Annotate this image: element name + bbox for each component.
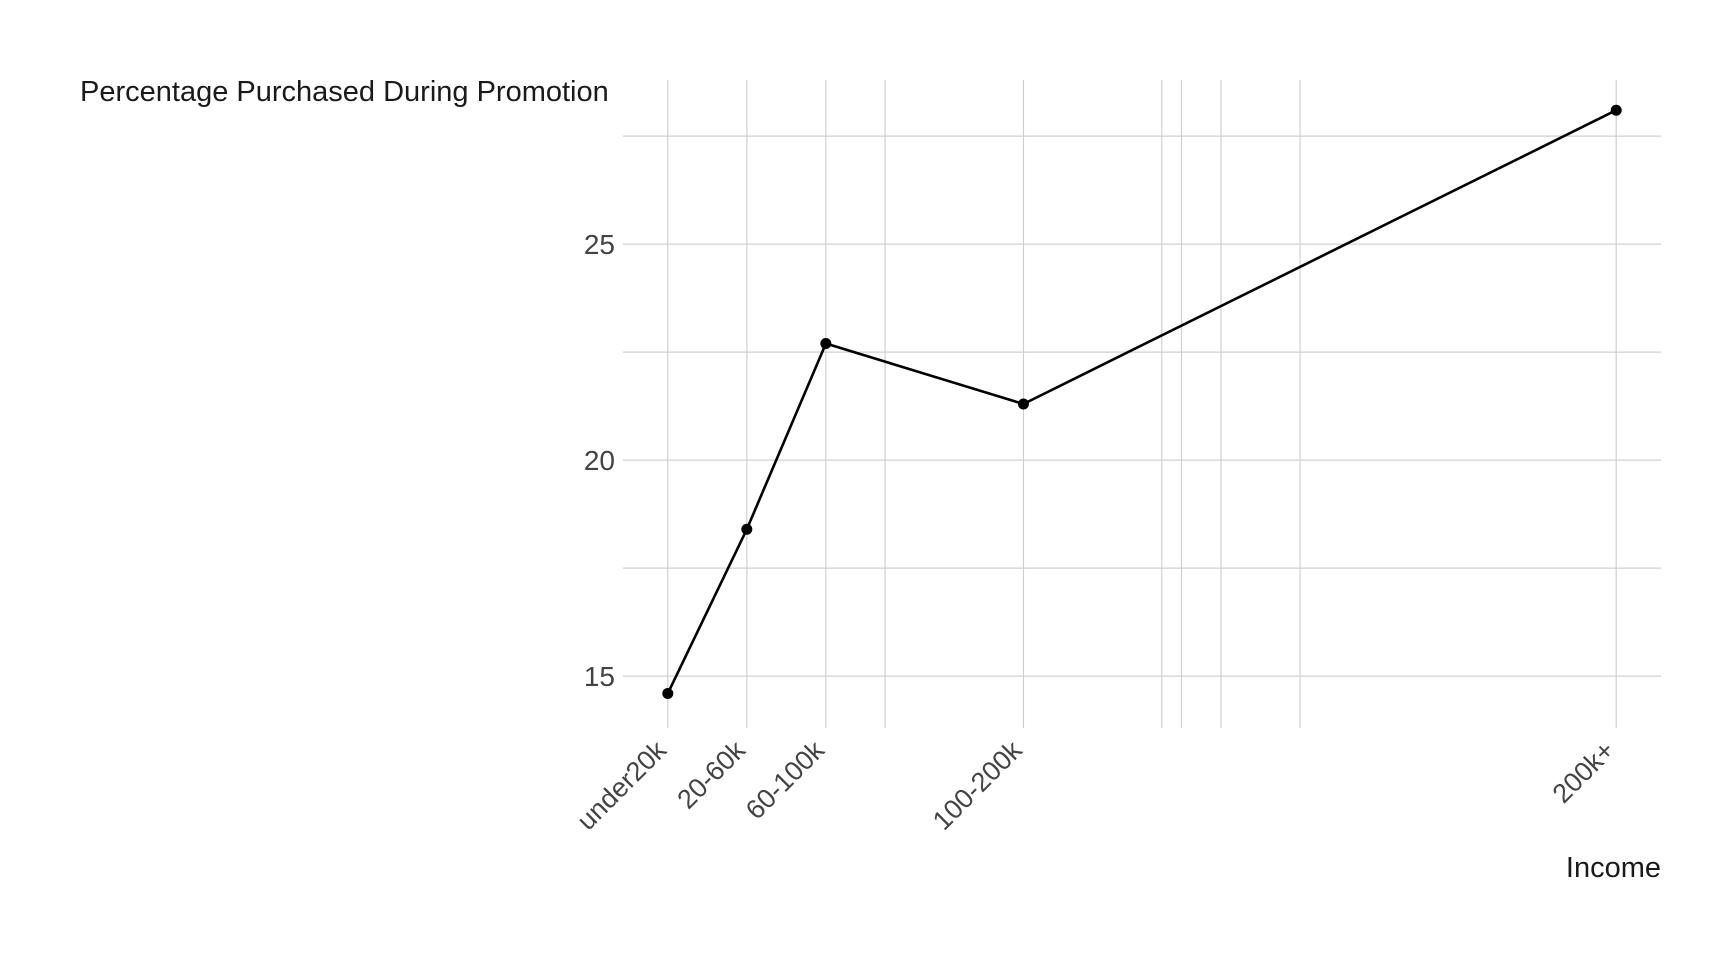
data-point (1610, 104, 1622, 116)
y-tick-label: 20 (584, 445, 615, 476)
data-point (741, 523, 753, 535)
x-axis-title: Income (1565, 852, 1661, 884)
y-axis-title: Percentage Purchased During Promotion (80, 76, 609, 108)
data-point (1017, 398, 1029, 410)
data-line (666, 109, 1617, 694)
x-tick-label: 20-60k (671, 735, 751, 815)
x-tick-label: 100-200k (927, 735, 1028, 836)
data-point (662, 687, 674, 699)
y-tick-label: 25 (584, 229, 615, 260)
y-tick-label: 15 (584, 661, 615, 692)
x-tick-label: 200k+ (1547, 735, 1621, 809)
x-tick-label: 60-100k (740, 735, 831, 826)
x-tick-label: under20k (571, 735, 672, 836)
data-point (820, 338, 832, 350)
